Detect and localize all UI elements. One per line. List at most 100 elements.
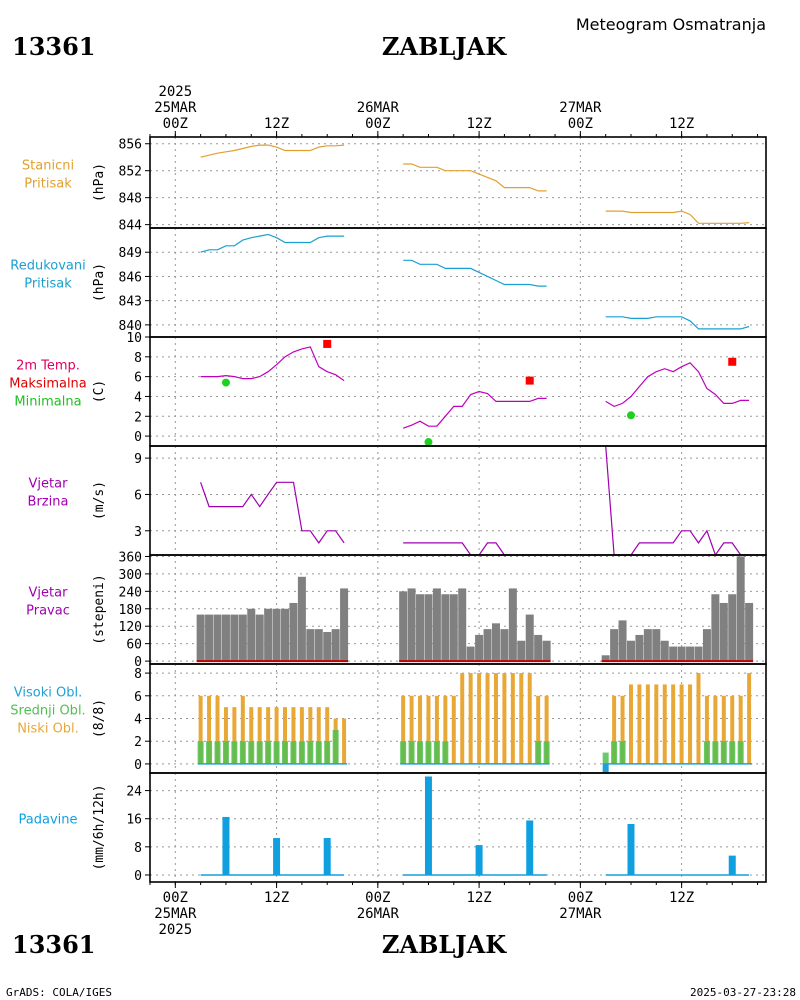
cloud-low-bar xyxy=(274,707,279,764)
cloud-low-bar xyxy=(215,695,220,764)
precip-bar xyxy=(627,823,635,875)
cloud-low-bar xyxy=(249,707,254,764)
y-tick-label: 0 xyxy=(134,869,142,884)
year-label: 2025 xyxy=(158,84,192,100)
direction-bar xyxy=(702,629,711,662)
cloud-low-bar xyxy=(536,695,541,764)
panel-label-line: Pritisak xyxy=(24,277,72,292)
precip-bar xyxy=(424,776,432,875)
panel-1: 844 848 852 856 (hPa) Stanicni Pritisak xyxy=(22,136,767,234)
direction-bar xyxy=(432,588,441,662)
meteogram-subtitle: Meteogram Osmatranja xyxy=(576,15,766,34)
cloud-low-bar xyxy=(747,673,752,764)
cloud-low-bar xyxy=(510,673,515,764)
panel-label-line: Padavine xyxy=(19,813,78,828)
y-tick-label: 16 xyxy=(126,813,142,828)
direction-bar xyxy=(306,629,315,662)
station-id-top: 13361 xyxy=(12,32,96,61)
direction-bar xyxy=(652,629,661,662)
y-tick-label: 60 xyxy=(126,638,142,653)
time-tick-label: 00Z xyxy=(163,890,188,906)
panel-label-line: Pravac xyxy=(26,604,70,619)
panel-label-line: Vjetar xyxy=(29,586,69,601)
y-tick-label: 2 xyxy=(134,410,142,425)
series-line xyxy=(200,233,345,253)
cloud-mid-bar xyxy=(720,741,727,764)
cloud-mid-bar xyxy=(282,741,289,764)
cloud-low-bar xyxy=(198,695,203,764)
y-tick-label: 6 xyxy=(134,371,142,386)
direction-bar xyxy=(635,634,644,662)
y-tick-label: 8 xyxy=(134,841,142,856)
cloud-low-bar xyxy=(696,673,701,764)
cloud-low-bar xyxy=(645,684,650,764)
cloud-mid-bar xyxy=(408,741,415,764)
direction-bar xyxy=(601,655,610,662)
cloud-low-bar xyxy=(662,684,667,764)
direction-bar xyxy=(449,594,458,662)
direction-bar xyxy=(416,594,425,662)
direction-bar xyxy=(745,602,754,662)
panel-label-line: 2m Temp. xyxy=(16,359,80,374)
cloud-low-bar xyxy=(232,707,237,764)
precip-bar xyxy=(475,845,483,875)
cloud-low-bar xyxy=(738,695,743,764)
direction-bar xyxy=(719,602,728,662)
y-tick-label: 6 xyxy=(134,690,142,705)
y-axis-label: (C) xyxy=(92,380,107,403)
series-line xyxy=(402,390,547,429)
date-label: 27MAR xyxy=(559,100,602,116)
y-axis-label: (8/8) xyxy=(92,699,107,738)
y-tick-label: 849 xyxy=(119,246,142,261)
y-tick-label: 840 xyxy=(119,319,142,334)
series-line xyxy=(200,346,345,382)
y-tick-label: 180 xyxy=(119,603,142,618)
cloud-low-bar xyxy=(544,695,549,764)
panel-label-line: Redukovani xyxy=(10,259,85,274)
panel-label-line: Stanicni xyxy=(22,159,74,174)
direction-bar xyxy=(525,614,534,662)
direction-bar xyxy=(534,634,543,662)
y-axis-label: (stepeni) xyxy=(92,574,107,644)
cloud-low-bar xyxy=(502,673,507,764)
panel-label-line: Pritisak xyxy=(24,177,72,192)
cloud-mid-bar xyxy=(737,741,744,764)
cloud-mid-bar xyxy=(712,741,719,764)
direction-bar xyxy=(728,594,737,662)
direction-bar xyxy=(508,588,517,662)
cloud-mid-bar xyxy=(425,741,432,764)
panel-frame xyxy=(149,227,767,338)
time-tick-label: 12Z xyxy=(466,116,491,132)
direction-bar xyxy=(517,640,526,662)
cloud-mid-bar xyxy=(619,741,626,764)
direction-bar xyxy=(458,588,467,662)
y-tick-label: 856 xyxy=(119,138,142,153)
cloud-low-bar xyxy=(721,695,726,764)
tmin-marker xyxy=(626,411,635,420)
cloud-mid-bar xyxy=(324,741,331,764)
y-axis-label: (hPa) xyxy=(92,163,107,202)
cloud-mid-bar xyxy=(197,741,204,764)
direction-bar xyxy=(626,640,635,662)
direction-bar xyxy=(669,646,678,662)
direction-bar xyxy=(340,588,349,662)
cloud-low-bar xyxy=(409,695,414,764)
panel-frame xyxy=(149,336,767,447)
cloud-low-bar xyxy=(688,684,693,764)
y-axis-label: (m/s) xyxy=(92,481,107,520)
cloud-mid-bar xyxy=(231,741,238,764)
cloud-mid-bar xyxy=(535,741,542,764)
panel-4: 3 6 9 (m/s) Vjetar Brzina xyxy=(28,445,767,557)
series-line xyxy=(200,144,345,158)
cloud-mid-bar xyxy=(611,741,618,764)
y-tick-label: 2 xyxy=(134,735,142,750)
y-axis-label: (hPa) xyxy=(92,263,107,302)
cloud-mid-bar xyxy=(239,741,246,764)
precip-bar xyxy=(273,838,281,875)
y-tick-label: 3 xyxy=(134,525,142,540)
direction-bar xyxy=(610,629,619,662)
cloud-low-bar xyxy=(401,695,406,764)
y-tick-label: 848 xyxy=(119,192,142,207)
direction-bar xyxy=(281,608,290,662)
